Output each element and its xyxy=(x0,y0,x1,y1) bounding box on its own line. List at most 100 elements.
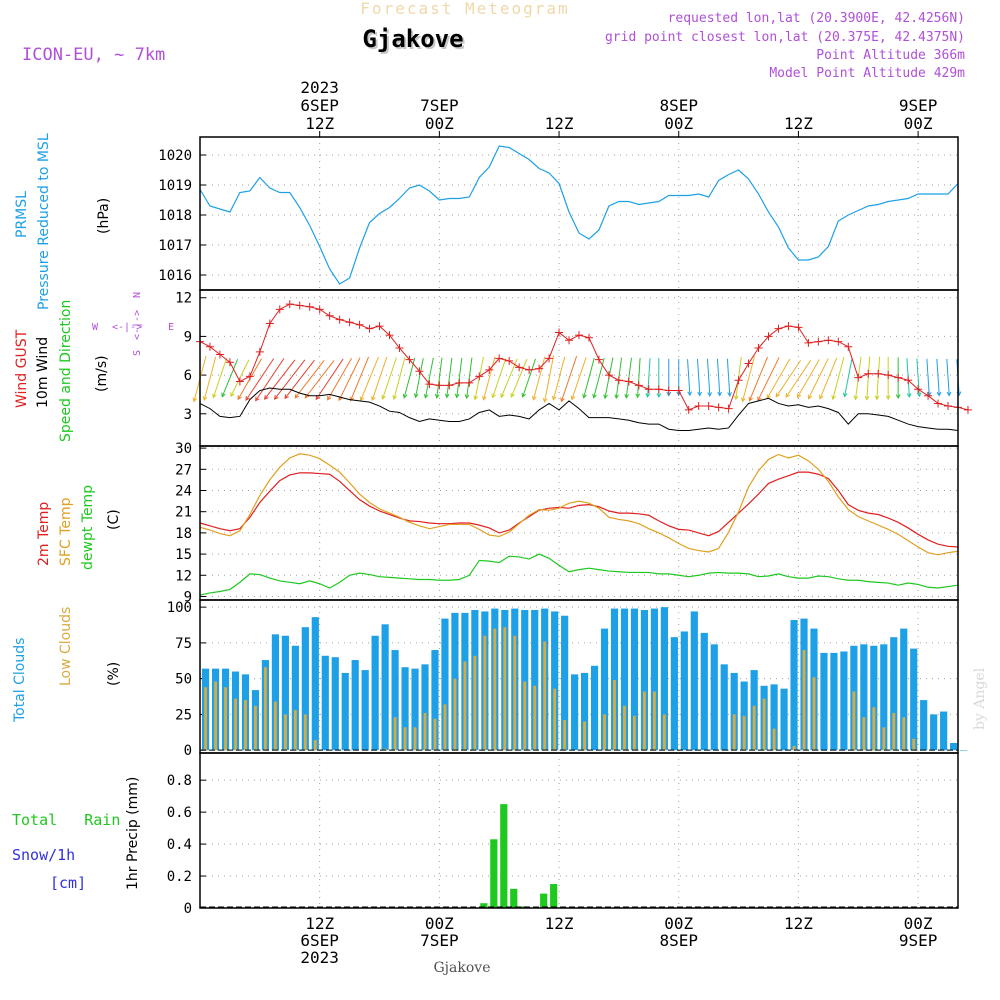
ytick-label: 1017 xyxy=(158,238,192,254)
ytick-label: 25 xyxy=(175,707,192,723)
total-cloud-bar xyxy=(920,700,928,751)
wind-arrow-head xyxy=(570,395,576,401)
wind-arrow xyxy=(748,356,768,402)
pressure-labels: PRMSL Pressure Reduced to MSL (hPa) xyxy=(14,133,112,310)
wind-arrow xyxy=(473,356,484,401)
gust-marker xyxy=(634,381,643,390)
gust-marker xyxy=(804,338,813,347)
gust-marker xyxy=(844,342,853,351)
low-cloud-bar xyxy=(483,635,487,751)
wind-arrow-head xyxy=(757,396,762,402)
ms-unit: (m/s) xyxy=(94,355,110,392)
total-cloud-bar xyxy=(680,631,688,751)
wind-arrow-head xyxy=(614,394,620,400)
prmsl-line xyxy=(199,145,959,285)
rain-bar xyxy=(500,804,508,908)
wind-arrow-shaft xyxy=(757,357,780,401)
wind-arrow-head xyxy=(831,395,836,401)
total-cloud-bar xyxy=(381,624,389,751)
ytick-label: 6 xyxy=(184,368,192,384)
wind-arrow xyxy=(592,357,605,399)
time-label-top: 8SEP xyxy=(659,96,698,115)
wind-arrow-head xyxy=(454,393,460,399)
low-cloud-bar xyxy=(533,685,537,751)
wind-arrow-shaft xyxy=(350,356,370,401)
point-altitude: Point Altitude 366m xyxy=(816,48,965,63)
ytick-label: 0.2 xyxy=(167,869,192,885)
ytick-label: 12 xyxy=(175,568,192,584)
wind-arrow xyxy=(635,357,641,399)
wind-arrow xyxy=(464,357,473,400)
page-title-front: Gjakove xyxy=(362,25,463,53)
wind-arrow xyxy=(434,357,443,399)
precip-grid xyxy=(200,753,958,909)
wind-arrow-head xyxy=(560,397,565,403)
wind-arrow-head xyxy=(221,392,226,398)
total-cloud-bar xyxy=(281,635,289,751)
wind-arrow xyxy=(819,357,838,400)
wind-arrow-shaft xyxy=(446,357,453,398)
total-cloud-bar xyxy=(321,655,329,751)
wind-arrow xyxy=(785,359,812,398)
gust-marker xyxy=(754,344,763,353)
gust-marker xyxy=(594,355,603,364)
precip-labels: Total Rain Snow/1h [cm] 1hr Precip (mm) xyxy=(12,777,141,892)
wind-arrow-head xyxy=(807,394,813,400)
low-cloud-bar xyxy=(204,687,208,751)
total-cloud-bar xyxy=(271,634,279,751)
wind-arrow xyxy=(582,357,595,399)
wind-arrow-head xyxy=(906,393,912,398)
wind-arrow-head xyxy=(192,397,198,403)
gust-marker xyxy=(664,386,673,395)
wind-arrow-shaft xyxy=(327,358,353,401)
wind-arrow-shaft xyxy=(436,357,443,398)
gust-marker xyxy=(365,324,374,333)
low-cloud-bar xyxy=(603,714,606,751)
wind-arrow-shaft xyxy=(403,357,416,398)
wind-arrow-head xyxy=(842,392,848,398)
wind-arrow-shaft xyxy=(466,357,473,399)
wind-arrow-shaft xyxy=(936,358,940,396)
wind-arrow-head xyxy=(349,396,355,402)
total-cloud-bar xyxy=(401,667,409,751)
wind-arrow-head xyxy=(510,392,515,398)
ytick-label: 9 xyxy=(184,589,192,605)
wind-arrow-head xyxy=(895,394,901,400)
low-cloud-bar xyxy=(902,717,906,751)
wind-arrow xyxy=(706,358,713,397)
gust-marker xyxy=(425,380,434,389)
wind-arrow-head xyxy=(717,391,722,397)
footer-location: Gjakove xyxy=(434,960,491,976)
wind-arrow-head xyxy=(402,393,408,399)
wind-arrow-head xyxy=(359,396,365,402)
wind-arrow xyxy=(294,360,325,399)
wind-arrow-shaft xyxy=(946,358,950,396)
total-cloud-bar xyxy=(600,628,609,751)
wind-arrow xyxy=(500,358,518,399)
total-cloud-bar xyxy=(581,672,589,751)
wind-arrow-shaft xyxy=(203,356,217,401)
ytick-label: 30 xyxy=(175,441,192,457)
gust-marker xyxy=(684,405,693,414)
wind-arrow-head xyxy=(796,393,802,399)
wind-arrow-shaft xyxy=(766,358,791,399)
total-clouds-label: Total Clouds xyxy=(12,638,28,723)
snow-label: Snow/1h xyxy=(12,846,75,864)
wind-arrow xyxy=(359,356,379,402)
wind-arrow-shaft xyxy=(522,358,537,398)
low-cloud-bar xyxy=(543,641,547,751)
cloud-bars xyxy=(202,607,968,751)
wind-arrow-head xyxy=(697,391,703,397)
gust-marker xyxy=(654,385,663,394)
wind-arrow-head xyxy=(202,396,208,402)
wind-arrow-shaft xyxy=(360,356,379,401)
wind-arrow-head xyxy=(551,395,557,401)
wind-arrow-shaft xyxy=(687,359,691,396)
gust-marker xyxy=(614,376,623,385)
wind-arrow-shaft xyxy=(926,358,930,396)
gust-marker xyxy=(864,369,873,378)
low-cloud-bar xyxy=(313,740,317,751)
low-cloud-bar xyxy=(792,745,796,751)
temp-sfc-label: SFC Temp xyxy=(58,497,74,566)
